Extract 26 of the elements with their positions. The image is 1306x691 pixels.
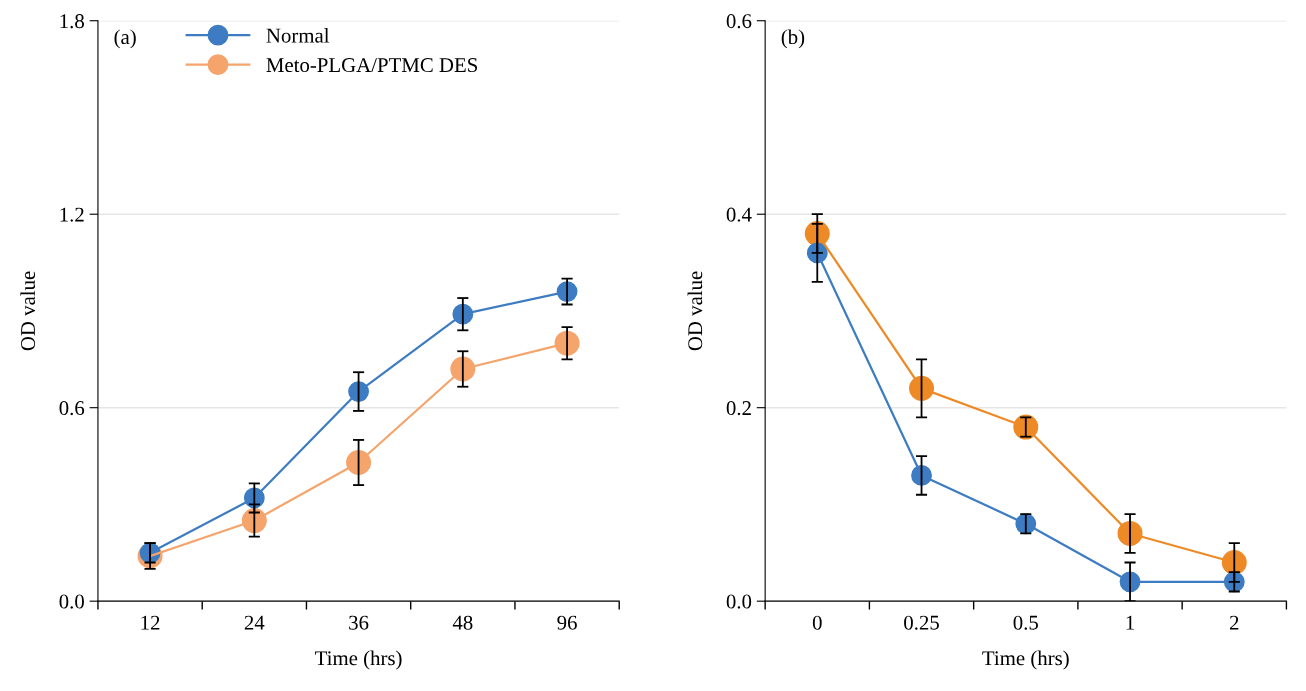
legend-label: Normal <box>266 28 330 43</box>
y-tick-label: 1.2 <box>60 207 84 222</box>
y-tick-label: 0.2 <box>726 401 751 416</box>
legend-label: Meto-PLGA/PTMC DES <box>266 58 478 73</box>
x-tick-label: 12 <box>141 615 160 630</box>
x-tick-label: 0.5 <box>1013 615 1038 630</box>
x-tick-label: 2 <box>1229 615 1239 630</box>
chart-title: (b) <box>781 29 805 49</box>
x-tick-label: 0.25 <box>904 615 939 630</box>
x-axis-title: Time (hrs) <box>315 650 402 670</box>
x-tick-label: 24 <box>244 615 265 630</box>
x-tick-label: 36 <box>349 615 369 630</box>
y-tick-label: 0.0 <box>726 594 752 609</box>
y-tick-label: 0.6 <box>59 401 85 416</box>
y-tick-label: 0.4 <box>726 207 752 222</box>
y-axis-title: OD value <box>20 271 36 351</box>
chart-title: (a) <box>114 29 136 49</box>
y-tick-label: 0.0 <box>59 594 84 609</box>
y-tick-label: 1.8 <box>60 14 84 29</box>
x-tick-label: 0 <box>812 615 822 630</box>
y-tick-label: 0.6 <box>726 14 752 29</box>
x-tick-label: 48 <box>452 615 473 630</box>
x-axis-title: Time (hrs) <box>982 650 1069 670</box>
x-tick-label: 96 <box>557 615 577 630</box>
y-axis-title: OD value <box>687 271 703 351</box>
x-tick-label: 1 <box>1126 615 1134 630</box>
